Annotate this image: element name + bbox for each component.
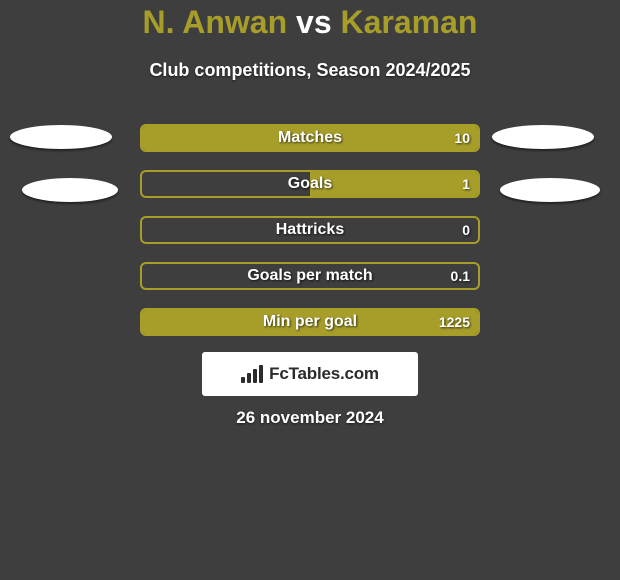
- fctables-logo: FcTables.com: [202, 352, 418, 396]
- bar-value-right: 0: [462, 218, 470, 242]
- portrait-ellipse: [500, 178, 600, 202]
- comparison-infographic: N. Anwan vs Karaman Club competitions, S…: [0, 0, 620, 580]
- stat-bar: Goals per match0.1: [140, 262, 480, 290]
- portrait-ellipse: [492, 125, 594, 149]
- logo-bars-icon: [241, 365, 263, 383]
- portrait-ellipse: [22, 178, 118, 202]
- logo-text: FcTables.com: [269, 364, 379, 384]
- bar-fill-right: [310, 172, 478, 196]
- stat-bar: Matches10: [140, 124, 480, 152]
- player-left-name: N. Anwan: [143, 4, 288, 40]
- bar-label: Hattricks: [142, 218, 478, 242]
- bar-value-right: 0.1: [451, 264, 470, 288]
- stat-bar: Goals1: [140, 170, 480, 198]
- stat-bar: Hattricks0: [140, 216, 480, 244]
- stat-bars: Matches10 Goals1 Hattricks0 Goals per match…: [140, 124, 480, 354]
- subtitle: Club competitions, Season 2024/2025: [0, 60, 620, 81]
- page-title: N. Anwan vs Karaman: [0, 4, 620, 41]
- bar-fill-right: [142, 126, 478, 150]
- bar-label: Goals per match: [142, 264, 478, 288]
- player-right-name: Karaman: [341, 4, 478, 40]
- vs-text: vs: [296, 4, 332, 40]
- portrait-ellipse: [10, 125, 112, 149]
- date-line: 26 november 2024: [0, 408, 620, 428]
- stat-bar: Min per goal1225: [140, 308, 480, 336]
- bar-fill-right: [142, 310, 478, 334]
